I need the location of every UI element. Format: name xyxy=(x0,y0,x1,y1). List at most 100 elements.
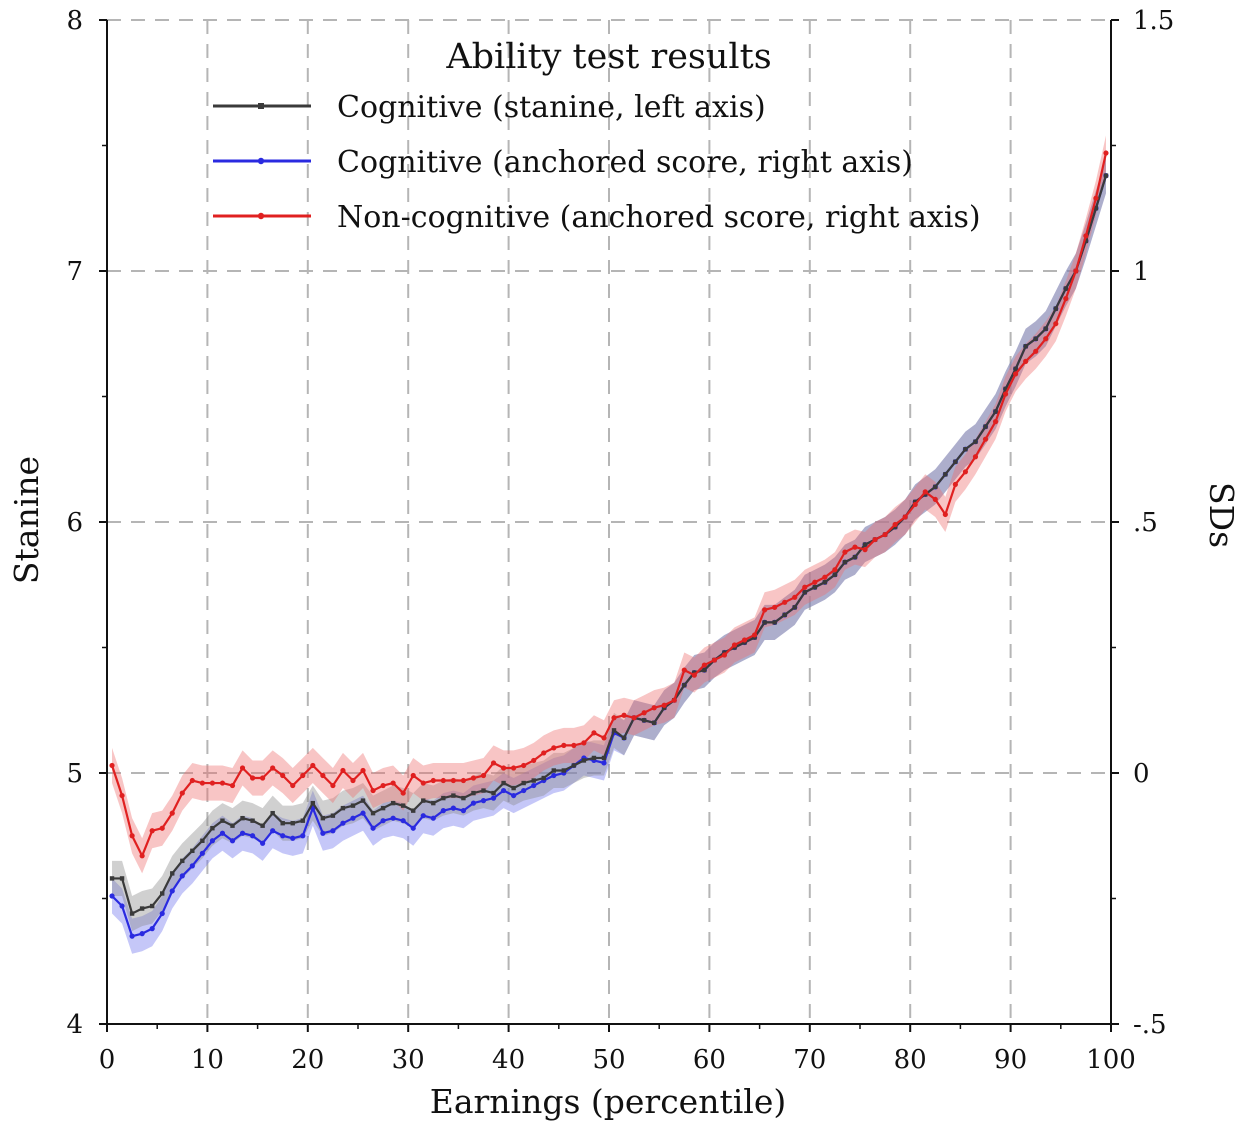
data-point xyxy=(320,772,326,779)
data-point xyxy=(932,496,938,503)
data-point xyxy=(290,782,296,789)
data-point xyxy=(170,871,175,876)
data-point xyxy=(229,838,236,844)
data-point xyxy=(420,813,426,819)
data-point xyxy=(1033,348,1039,354)
legend-label: Cognitive (stanine, left axis) xyxy=(337,90,766,125)
data-point xyxy=(249,775,256,781)
data-point xyxy=(109,893,115,899)
data-point xyxy=(490,760,497,766)
data-point xyxy=(189,863,195,869)
data-point xyxy=(350,815,356,821)
data-point xyxy=(310,762,316,769)
data-point xyxy=(551,768,556,773)
data-point xyxy=(531,778,536,783)
data-point xyxy=(280,833,286,839)
data-point xyxy=(1023,344,1028,349)
data-point xyxy=(822,580,828,585)
data-point xyxy=(250,818,255,823)
data-point xyxy=(230,823,235,828)
y-right-tick-label: 1.5 xyxy=(1133,6,1174,36)
data-point xyxy=(290,835,296,841)
data-point xyxy=(411,808,416,813)
data-point xyxy=(460,777,467,784)
data-point xyxy=(601,755,607,761)
data-point xyxy=(270,828,276,834)
data-point xyxy=(902,514,908,520)
x-tick-label: 50 xyxy=(592,1045,625,1075)
data-point xyxy=(973,439,978,444)
data-point xyxy=(551,745,557,751)
data-point xyxy=(340,767,346,774)
data-point xyxy=(310,800,316,806)
data-point xyxy=(441,795,446,801)
data-point xyxy=(481,788,486,793)
data-point xyxy=(370,810,376,816)
data-point xyxy=(792,594,798,600)
data-point xyxy=(210,826,215,831)
data-point xyxy=(772,604,778,610)
data-point xyxy=(651,720,657,725)
x-tick-label: 30 xyxy=(392,1045,425,1075)
data-point xyxy=(139,906,145,911)
data-point xyxy=(912,501,918,508)
data-point xyxy=(471,790,476,796)
data-point xyxy=(470,775,477,781)
data-point xyxy=(782,599,788,605)
data-point xyxy=(229,782,236,789)
x-tick-label: 60 xyxy=(693,1045,726,1075)
data-point xyxy=(430,777,436,784)
data-point xyxy=(962,469,969,475)
data-point xyxy=(179,873,185,879)
data-point xyxy=(480,772,487,779)
data-point xyxy=(963,447,968,452)
legend-label: Cognitive (anchored score, right axis) xyxy=(337,145,913,180)
data-point xyxy=(461,795,466,801)
data-point xyxy=(983,424,988,429)
x-tick-label: 80 xyxy=(894,1045,927,1075)
data-point xyxy=(490,795,497,801)
chart-title: Ability test results xyxy=(445,37,771,77)
data-point xyxy=(691,672,697,678)
data-point xyxy=(239,765,246,771)
data-point xyxy=(922,489,928,495)
data-point xyxy=(380,805,386,811)
data-point xyxy=(812,579,818,585)
data-point xyxy=(541,750,547,756)
data-point xyxy=(651,705,657,711)
data-point xyxy=(762,607,768,613)
data-point xyxy=(1043,326,1048,331)
data-point xyxy=(631,715,637,721)
data-point xyxy=(219,830,226,836)
data-point xyxy=(169,810,175,816)
data-point xyxy=(942,511,948,518)
data-point xyxy=(992,419,999,425)
data-point xyxy=(149,903,155,909)
y-right-tick-label: 0 xyxy=(1133,759,1150,789)
data-point xyxy=(370,787,376,794)
data-point xyxy=(431,800,436,806)
data-point xyxy=(280,772,286,779)
data-point xyxy=(1103,173,1109,178)
data-point xyxy=(451,793,456,798)
data-point xyxy=(601,760,607,766)
data-point xyxy=(300,818,305,823)
data-point xyxy=(330,813,336,818)
data-point xyxy=(421,798,426,803)
data-point xyxy=(119,792,125,799)
data-point xyxy=(480,798,487,804)
data-point xyxy=(561,742,567,748)
y-right-tick-label: .5 xyxy=(1133,508,1158,538)
data-point xyxy=(199,850,205,856)
data-point xyxy=(220,818,225,823)
data-point xyxy=(290,821,295,826)
data-point xyxy=(852,544,858,550)
data-point xyxy=(450,777,456,784)
data-point xyxy=(390,800,396,806)
data-point xyxy=(280,821,285,826)
data-point xyxy=(832,567,838,573)
data-point xyxy=(260,823,265,828)
data-point xyxy=(1033,336,1038,341)
data-point xyxy=(551,772,557,779)
